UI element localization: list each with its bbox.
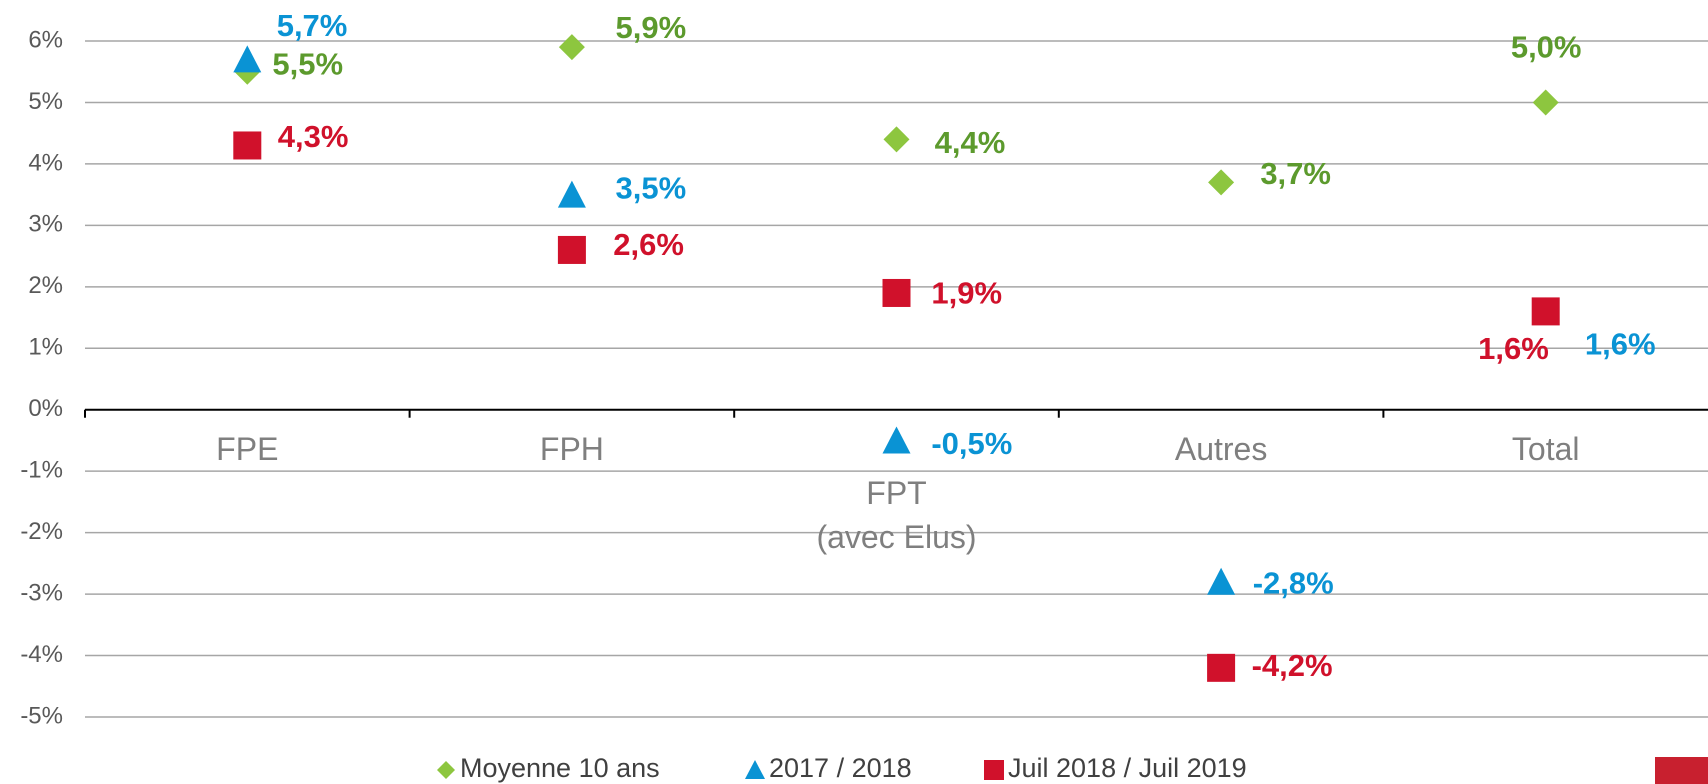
- diamond-marker: [558, 34, 585, 61]
- data-label: 5,7%: [277, 8, 348, 43]
- y-tick-label: 2%: [28, 272, 63, 299]
- legend-marker: [984, 760, 1004, 780]
- y-tick-label: 5%: [28, 88, 63, 115]
- x-tick-label: Autres: [1175, 431, 1267, 467]
- square-marker: [882, 278, 911, 307]
- data-label: 5,0%: [1511, 29, 1582, 64]
- data-label: 2,6%: [613, 227, 684, 262]
- legend-label: 2017 / 2018: [769, 753, 912, 783]
- legend-label: Juil 2018 / Juil 2019: [1008, 753, 1247, 783]
- data-label: 4,3%: [278, 119, 349, 154]
- triangle-marker: [882, 426, 911, 454]
- y-tick-label: 6%: [28, 26, 63, 53]
- square-marker: [233, 131, 262, 160]
- y-tick-label: 1%: [28, 334, 63, 361]
- y-tick-label: -1%: [20, 457, 63, 484]
- data-label: 1,6%: [1478, 331, 1549, 366]
- square-marker: [557, 235, 586, 264]
- data-label: -2,8%: [1253, 565, 1334, 600]
- y-tick-label: 4%: [28, 149, 63, 176]
- diamond-marker: [883, 126, 910, 153]
- data-label: 1,9%: [931, 275, 1002, 310]
- diamond-marker: [1208, 169, 1235, 196]
- x-tick-label: Total: [1512, 431, 1580, 467]
- y-tick-label: -2%: [20, 518, 63, 545]
- square-marker: [1207, 653, 1236, 682]
- data-label: 5,9%: [615, 10, 686, 45]
- diamond-marker: [1532, 89, 1559, 116]
- legend-marker: [745, 760, 765, 779]
- legend-marker: [437, 761, 455, 779]
- x-tick-label: FPH: [540, 431, 604, 467]
- data-label: 3,7%: [1260, 156, 1331, 191]
- data-label: 1,6%: [1585, 326, 1656, 361]
- y-tick-label: -3%: [20, 579, 63, 606]
- x-tick-label: FPE: [216, 431, 278, 467]
- corner-decoration: [1655, 757, 1708, 784]
- x-tick-label: FPT (avec Elus): [816, 475, 976, 555]
- triangle-marker: [1207, 567, 1236, 595]
- y-tick-label: -4%: [20, 641, 63, 668]
- square-marker: [1531, 297, 1560, 326]
- legend-label: Moyenne 10 ans: [460, 753, 660, 783]
- triangle-marker: [557, 180, 586, 208]
- data-label: 5,5%: [272, 46, 343, 81]
- data-label: 4,4%: [935, 125, 1006, 160]
- y-tick-label: 3%: [28, 211, 63, 238]
- data-label: -0,5%: [931, 426, 1012, 461]
- data-label: -4,2%: [1252, 648, 1333, 683]
- y-tick-label: 0%: [28, 395, 63, 422]
- data-label: 3,5%: [615, 170, 686, 205]
- triangle-marker: [233, 45, 262, 73]
- y-tick-label: -5%: [20, 702, 63, 729]
